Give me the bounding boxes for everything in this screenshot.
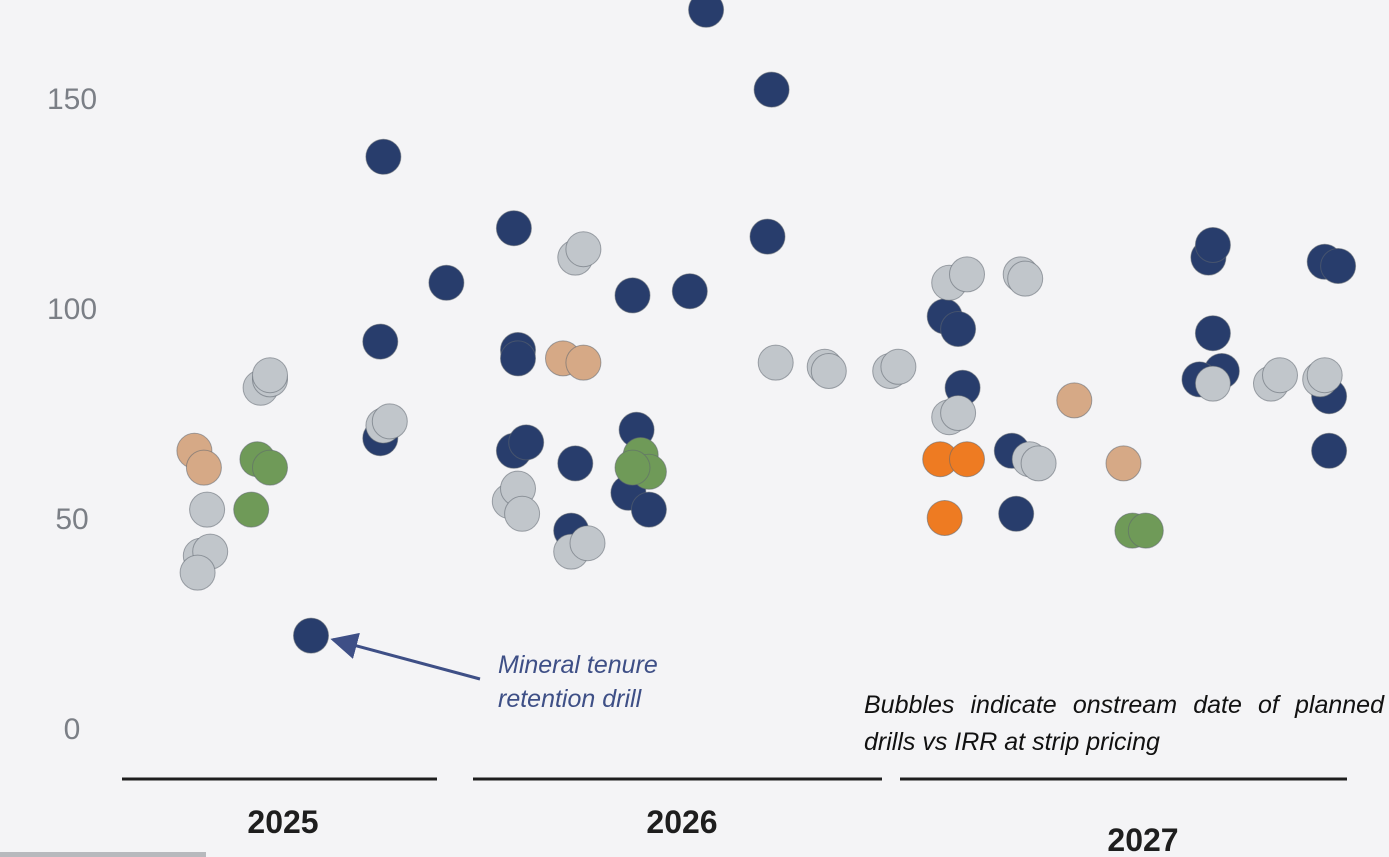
point-gray-18: [810, 353, 847, 389]
point-orange-1: [949, 441, 985, 478]
point-navy-24: [998, 495, 1035, 532]
point-navy-17: [688, 0, 725, 28]
point-navy-19: [749, 218, 786, 255]
point-gray-15: [569, 525, 606, 562]
x-group-label-2025: 2025: [247, 804, 318, 840]
point-navy-26: [1194, 227, 1231, 263]
data-points: [176, 0, 1357, 654]
point-orange-2: [926, 500, 963, 536]
point-navy-16: [671, 273, 708, 310]
point-navy-4: [428, 264, 465, 301]
point-gray-33: [1306, 357, 1343, 394]
point-gray-29: [1194, 365, 1231, 402]
point-navy-1: [365, 138, 402, 175]
callout-arrow: [330, 632, 481, 681]
point-gray-31: [1262, 357, 1298, 394]
point-navy-2: [362, 323, 399, 360]
point-tan-4: [1056, 382, 1093, 419]
point-gray-6: [252, 357, 288, 394]
point-navy-0: [293, 617, 329, 654]
point-green-7: [1127, 512, 1164, 549]
chart-note: Bubbles indicate onstream date of planne…: [864, 691, 1384, 756]
y-axis-ticks: 0 50 100 150: [47, 83, 97, 746]
y-tick-label-100: 100: [47, 293, 97, 326]
point-green-5: [614, 449, 651, 486]
x-group-label-2026: 2026: [646, 804, 717, 840]
y-tick-label-50: 50: [55, 503, 88, 536]
point-gray-26: [1007, 260, 1044, 297]
y-tick-label-150: 150: [47, 83, 97, 116]
point-navy-31: [1320, 248, 1357, 284]
point-tan-1: [185, 449, 222, 486]
point-gray-22: [949, 256, 985, 293]
point-gray-11: [504, 495, 541, 532]
point-gray-20: [880, 348, 917, 385]
point-navy-5: [495, 210, 532, 247]
point-gray-2: [179, 554, 216, 591]
point-green-1: [252, 449, 288, 486]
callout-line-2: retention drill: [498, 685, 642, 713]
point-navy-12: [614, 277, 651, 314]
y-tick-label-0: 0: [64, 713, 81, 746]
footer-bar: [0, 852, 206, 857]
point-tan-5: [1105, 445, 1142, 482]
point-gray-13: [565, 231, 602, 268]
point-green-2: [233, 491, 270, 528]
point-navy-9: [508, 424, 545, 461]
callout-line-1: Mineral tenure: [498, 651, 658, 679]
point-tan-3: [565, 344, 602, 381]
callout-annotation: Mineral tenure retention drill: [498, 648, 658, 716]
point-gray-8: [371, 403, 408, 440]
point-gray-3: [189, 491, 226, 528]
x-group-label-2027: 2027: [1107, 822, 1178, 857]
point-navy-33: [1311, 432, 1348, 469]
x-axis-groups: 2025 2026 2027: [122, 777, 1347, 857]
point-navy-21: [940, 311, 977, 347]
point-gray-16: [757, 344, 794, 381]
point-navy-11: [557, 445, 594, 482]
point-navy-15: [630, 491, 667, 528]
point-navy-27: [1194, 315, 1231, 352]
point-navy-7: [500, 340, 536, 377]
point-gray-24: [940, 395, 977, 431]
point-gray-28: [1020, 445, 1057, 482]
point-navy-18: [753, 71, 790, 108]
